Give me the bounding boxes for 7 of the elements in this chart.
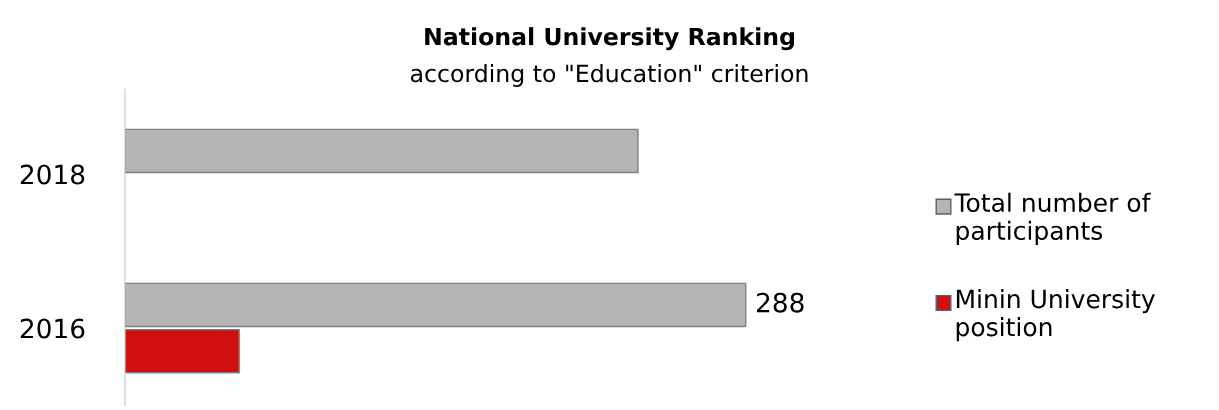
y-tick-label: 2016 <box>20 318 85 339</box>
legend-label: Total number of participants <box>954 192 1151 245</box>
legend-label: Minin University position <box>956 289 1155 342</box>
chart-title: National University Ranking <box>425 27 794 51</box>
data-label: 288 <box>756 292 804 313</box>
y-tick-label: 2018 <box>20 164 85 185</box>
chart-subtitle: according to "Education" criterion <box>410 64 808 87</box>
